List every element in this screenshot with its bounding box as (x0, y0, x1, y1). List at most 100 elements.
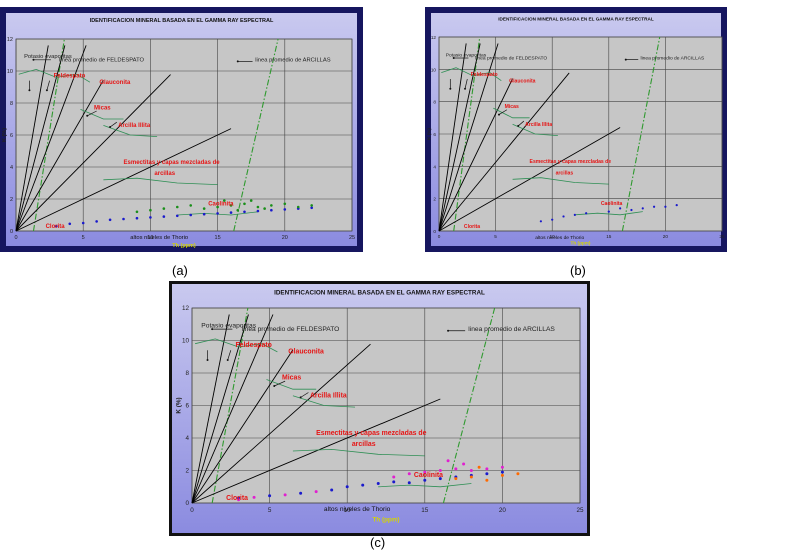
arrow-head (449, 87, 452, 90)
data-point (252, 495, 256, 499)
data-point (223, 199, 226, 202)
data-point (270, 204, 273, 207)
data-point (149, 216, 152, 219)
annotation-label: arcillas (154, 171, 175, 177)
mineral-boundary-line (15, 79, 104, 232)
y-tick-label: 10 (431, 67, 437, 72)
annotation-label: Glauconita (99, 80, 131, 86)
chart-panel-b: IDENTIFICACION MINERAL BASADA EN EL GAMM… (425, 7, 727, 252)
data-point (256, 205, 260, 209)
x-tick-label: 20 (282, 235, 288, 241)
data-point (189, 204, 193, 207)
guide-curve (512, 177, 609, 185)
guide-curve (493, 107, 530, 119)
y-tick-label: 0 (10, 229, 13, 235)
dashed-average-line (621, 36, 661, 232)
caption-a: (a) (172, 263, 188, 278)
data-point (236, 208, 240, 212)
y-tick-label: 4 (185, 435, 189, 442)
data-point (446, 459, 450, 463)
annotation-label: Potasio evaporitas (24, 54, 72, 60)
annotation-label: Caolinita (208, 201, 234, 207)
arrow-head (28, 89, 31, 92)
arrow-head (32, 58, 35, 61)
data-point (149, 208, 152, 212)
chart-title: IDENTIFICACION MINERAL BASADA EN EL GAMM… (498, 17, 654, 22)
guide-curve (441, 67, 502, 82)
data-point (438, 469, 442, 472)
guide-curve (18, 68, 91, 83)
annotation-arrow (498, 109, 508, 115)
x-tick-label: 25 (349, 235, 355, 241)
annotation-label: altos niveles de Thorio (535, 235, 584, 241)
data-point (81, 221, 85, 225)
data-point (585, 212, 588, 215)
data-point (310, 204, 313, 207)
annotation-label: arcillas (352, 441, 376, 448)
data-point (108, 218, 112, 222)
data-point (438, 477, 442, 481)
arrow-head (236, 60, 239, 63)
data-point (361, 483, 365, 487)
annotation-arrow (518, 120, 525, 127)
guide-curve (266, 379, 317, 390)
data-point (469, 469, 473, 472)
data-point (630, 208, 633, 212)
data-point (299, 491, 303, 495)
data-point (237, 498, 241, 502)
annotation-label: Potasio evaporitas (446, 52, 487, 58)
annotation-label: Esmectitas y capas mezcladas de (124, 160, 221, 166)
dashed-average-line (211, 307, 249, 504)
mineral-boundary-line (191, 314, 249, 504)
annotation-label: Esmectitas y capas mezcladas de (316, 430, 426, 437)
data-point (175, 214, 179, 218)
annotation-label: arcillas (556, 170, 574, 176)
x-tick-label: 5 (268, 507, 272, 514)
data-point (607, 210, 610, 213)
guide-curve (103, 125, 158, 137)
y-tick-label: 6 (433, 132, 436, 137)
annotation-label: Glauconita (509, 78, 535, 84)
chart-title: IDENTIFICACION MINERAL BASADA EN EL GAMM… (90, 18, 274, 24)
x-tick-label: 10 (550, 234, 556, 239)
annotation-arrow (109, 121, 118, 128)
data-point (454, 467, 458, 471)
x-tick-label: 10 (344, 507, 352, 514)
y-tick-label: 12 (7, 37, 13, 43)
mineral-boundary-line (438, 78, 513, 232)
annotation-label: Clorita (226, 495, 248, 502)
data-point (122, 217, 125, 221)
annotation-label: linea promedio de ARCILLAS (468, 326, 555, 333)
annotation-arrow (227, 350, 232, 361)
dashed-average-line (442, 307, 496, 504)
x-tick-label: 15 (421, 507, 429, 514)
data-point (296, 205, 300, 209)
mineral-boundary-line (15, 45, 49, 232)
data-point (477, 465, 481, 469)
gridlines (191, 307, 581, 504)
mineral-boundary-line (15, 45, 66, 232)
data-point (249, 199, 253, 202)
y-tick-label: 6 (185, 403, 189, 410)
mineral-boundary-line (15, 45, 87, 232)
arrow-head (497, 113, 500, 116)
mineral-boundary-line (438, 72, 570, 232)
data-point (270, 208, 273, 212)
data-point (500, 465, 504, 469)
x-tick-label: 5 (82, 235, 85, 241)
data-point (283, 208, 287, 211)
dashed-average-line (32, 38, 65, 232)
data-point (516, 472, 520, 476)
mineral-boundary-line (191, 343, 371, 504)
mineral-boundary-line (438, 43, 499, 232)
y-axis-label: K (%) (2, 128, 8, 142)
annotation-arrow (46, 80, 50, 91)
mineral-boundary-line (191, 314, 230, 504)
series-0 (539, 204, 678, 223)
series-2 (454, 465, 520, 482)
series-1 (237, 459, 504, 502)
y-tick-label: 8 (433, 100, 436, 105)
guide-curve (195, 338, 278, 353)
data-point (283, 202, 287, 206)
chart-c: IDENTIFICACION MINERAL BASADA EN EL GAMM… (169, 281, 590, 536)
